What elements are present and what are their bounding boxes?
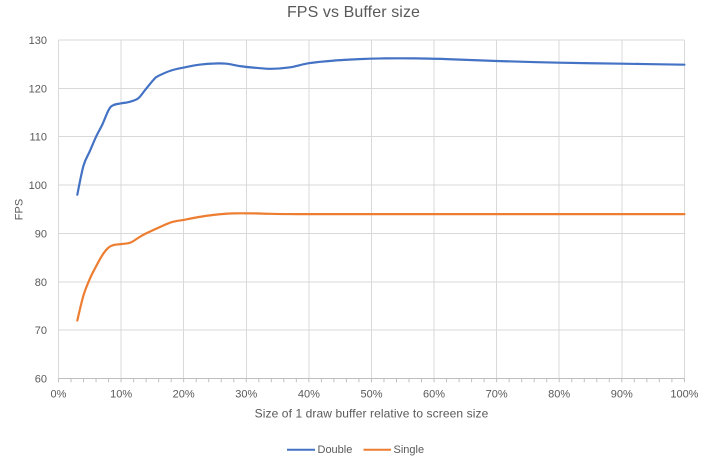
svg-text:130: 130 [29,35,47,47]
svg-text:Double: Double [318,444,353,456]
svg-text:Size of 1 draw buffer relative: Size of 1 draw buffer relative to screen… [255,407,489,421]
svg-text:0%: 0% [51,389,67,401]
svg-text:120: 120 [29,83,47,95]
svg-text:110: 110 [29,132,47,144]
svg-text:10%: 10% [110,389,132,401]
svg-text:20%: 20% [173,389,195,401]
svg-text:FPS vs Buffer size: FPS vs Buffer size [287,4,420,21]
svg-text:50%: 50% [360,389,382,401]
svg-text:100%: 100% [670,389,698,401]
svg-text:80%: 80% [548,389,570,401]
svg-text:70: 70 [35,325,47,337]
svg-text:100: 100 [29,180,47,192]
svg-text:70%: 70% [486,389,508,401]
svg-text:60: 60 [35,374,47,386]
svg-text:80: 80 [35,277,47,289]
svg-text:Single: Single [394,444,425,456]
svg-text:30%: 30% [235,389,257,401]
svg-text:40%: 40% [298,389,320,401]
svg-text:90: 90 [35,228,47,240]
svg-text:90%: 90% [611,389,633,401]
svg-text:60%: 60% [423,389,445,401]
svg-text:FPS: FPS [14,199,26,220]
